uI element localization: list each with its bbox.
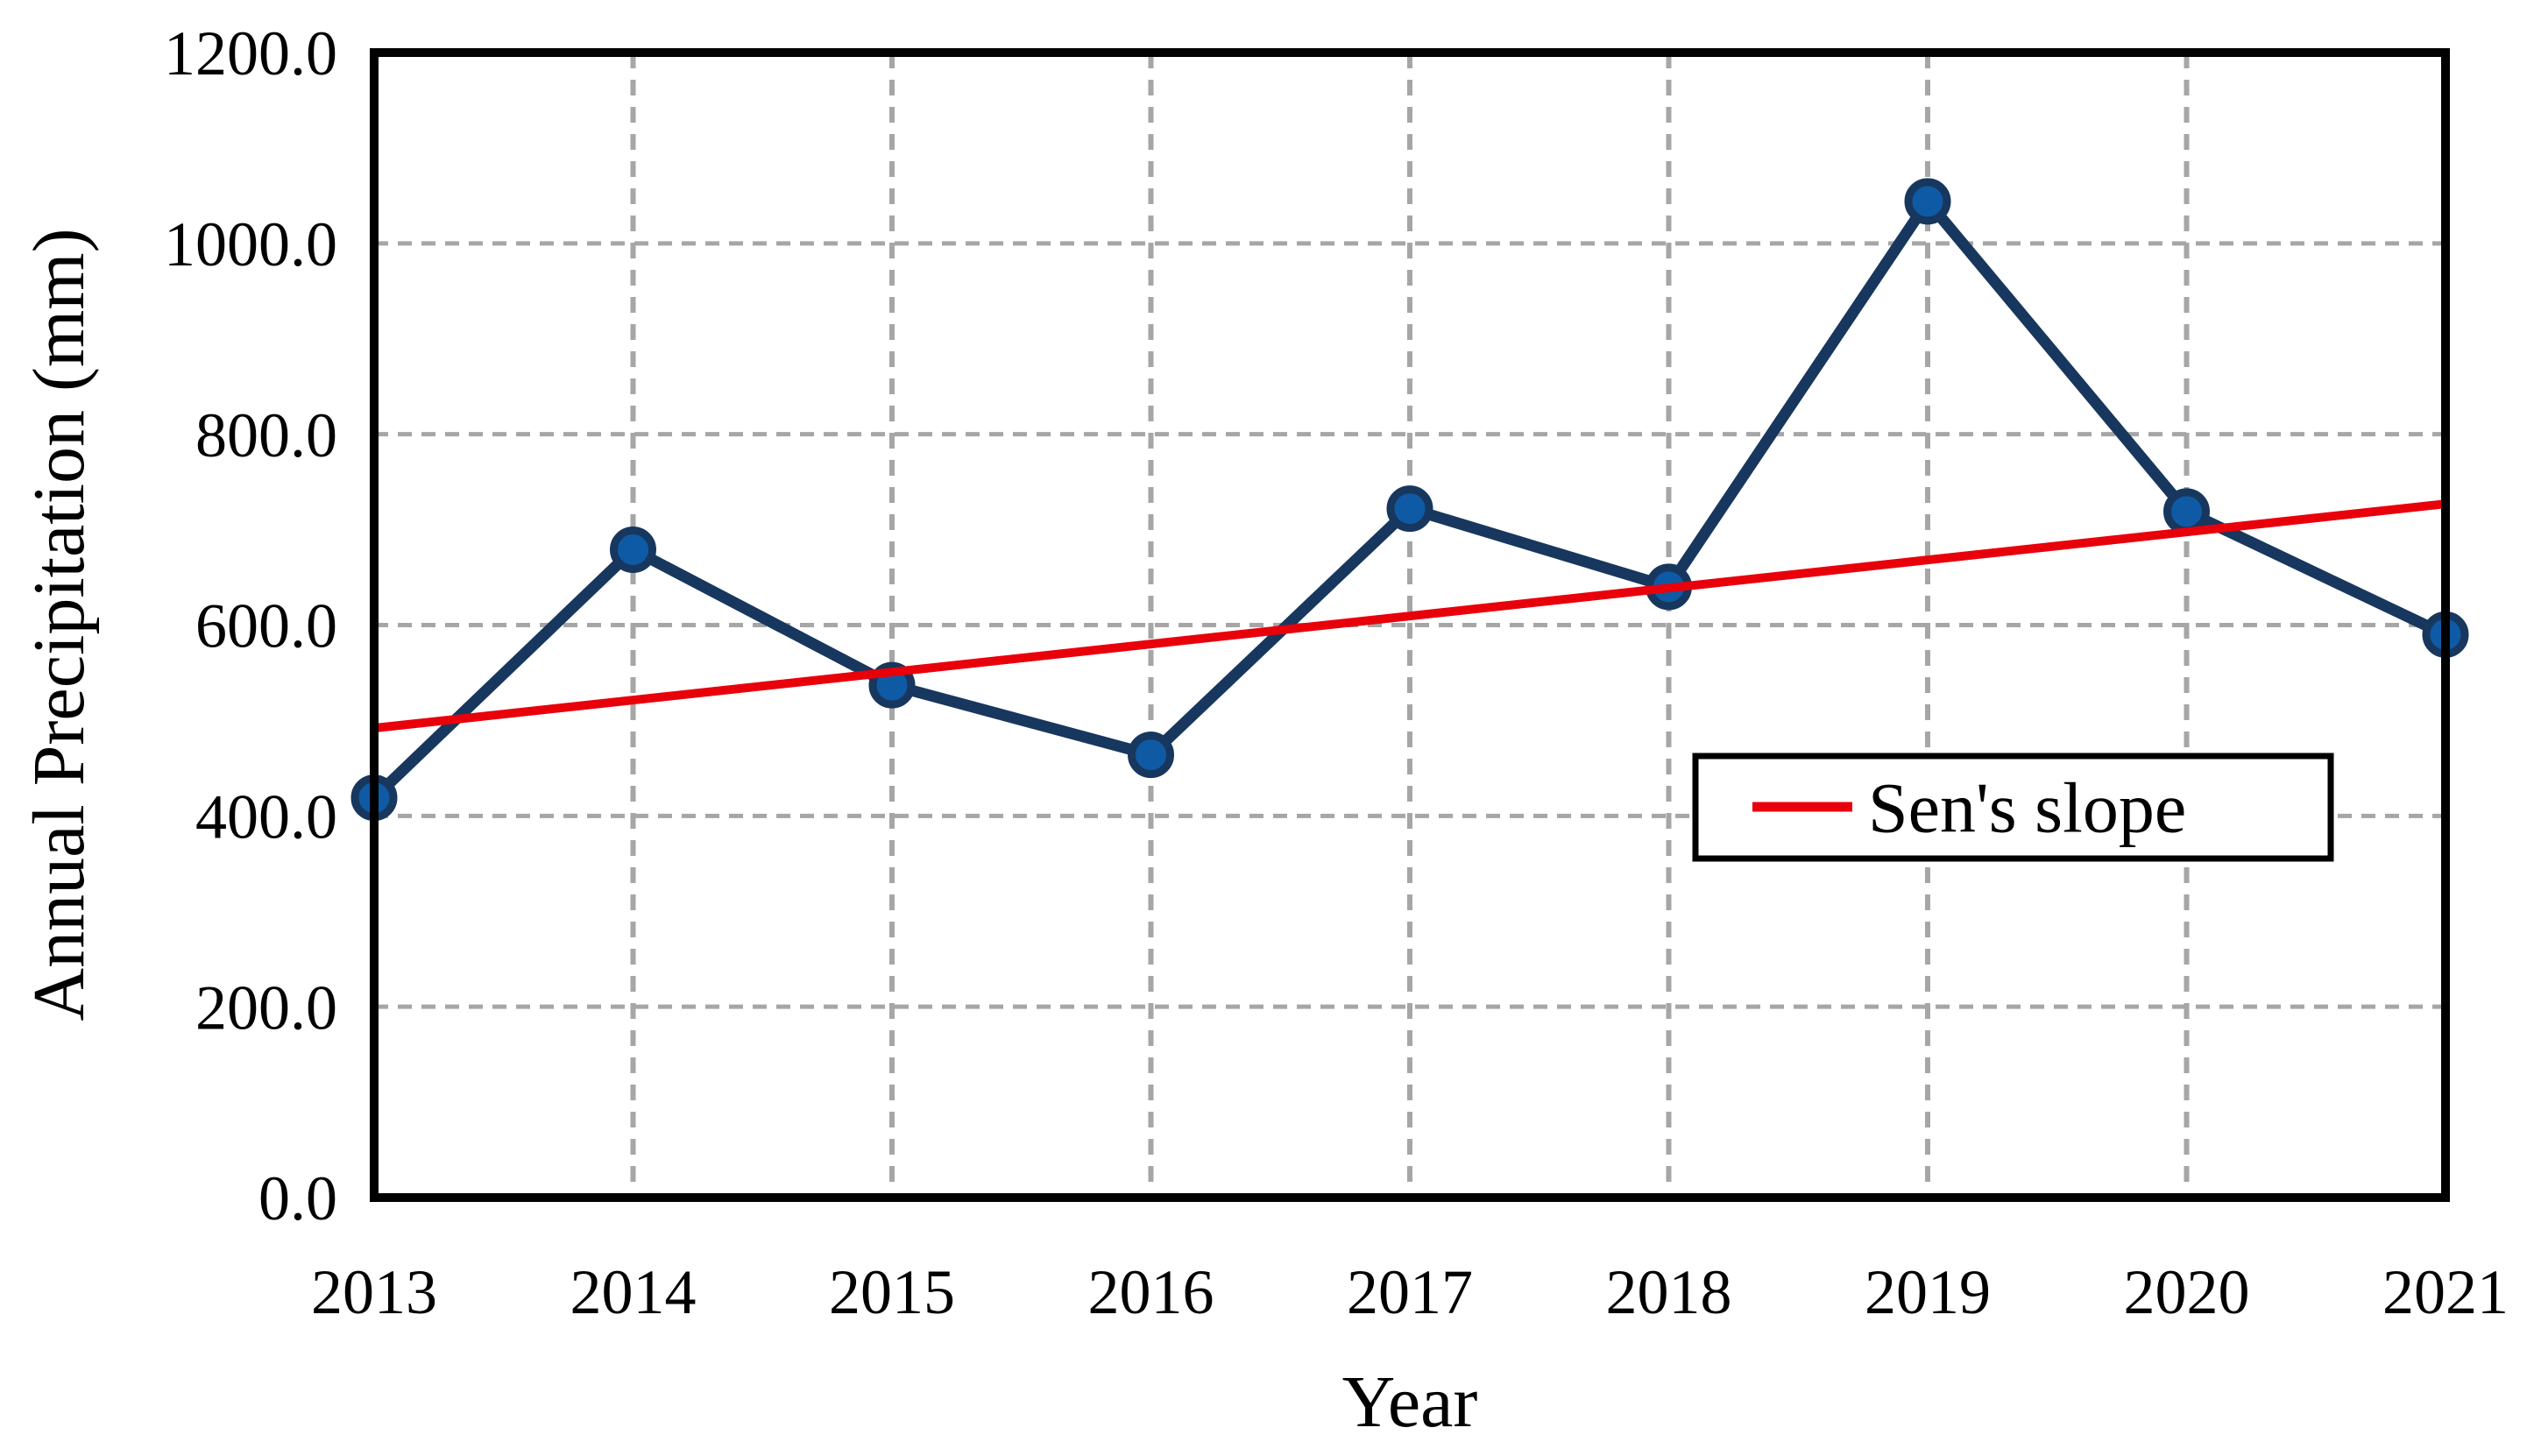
y-axis-tick-labels: 0.0 200.0 400.0 600.0 800.0 1000.0 1200.0 <box>164 18 337 1233</box>
x-tick-label: 2014 <box>570 1257 697 1327</box>
sens-slope-line <box>373 499 2446 733</box>
x-tick-label: 2017 <box>1347 1257 1473 1327</box>
gridlines <box>374 53 2446 1198</box>
data-point-2014 <box>610 526 656 573</box>
x-tick-label: 2016 <box>1088 1257 1214 1327</box>
y-tick-label: 1000.0 <box>164 209 337 279</box>
y-tick-label: 1200.0 <box>164 18 337 88</box>
x-tick-label: 2018 <box>1606 1257 1732 1327</box>
y-axis-title: Annual Precipitation (mm) <box>18 228 100 1021</box>
legend: Sen's slope <box>1692 753 2334 862</box>
data-point-2020 <box>2163 488 2210 535</box>
x-axis-tick-labels: 2013 2014 2015 2016 2017 2018 2019 2020 2021 <box>311 1257 2509 1327</box>
y-tick-label: 200.0 <box>195 972 337 1043</box>
x-tick-label: 2015 <box>829 1257 955 1327</box>
x-axis-title: Year <box>1342 1361 1478 1443</box>
x-tick-label: 2013 <box>311 1257 437 1327</box>
data-point-2019 <box>1904 178 1951 225</box>
y-tick-label: 600.0 <box>195 591 337 661</box>
plot-border <box>370 48 2450 1202</box>
data-point-2016 <box>1128 732 1174 779</box>
x-tick-label: 2020 <box>2124 1257 2250 1327</box>
data-point-2017 <box>1386 485 1433 533</box>
trend-layer <box>373 499 2446 733</box>
x-tick-label: 2019 <box>1865 1257 1991 1327</box>
x-tick-label: 2021 <box>2382 1257 2509 1327</box>
y-tick-label: 400.0 <box>195 782 337 852</box>
y-tick-label: 0.0 <box>258 1163 337 1233</box>
y-tick-label: 800.0 <box>195 400 337 470</box>
legend-label: Sen's slope <box>1868 768 2186 848</box>
